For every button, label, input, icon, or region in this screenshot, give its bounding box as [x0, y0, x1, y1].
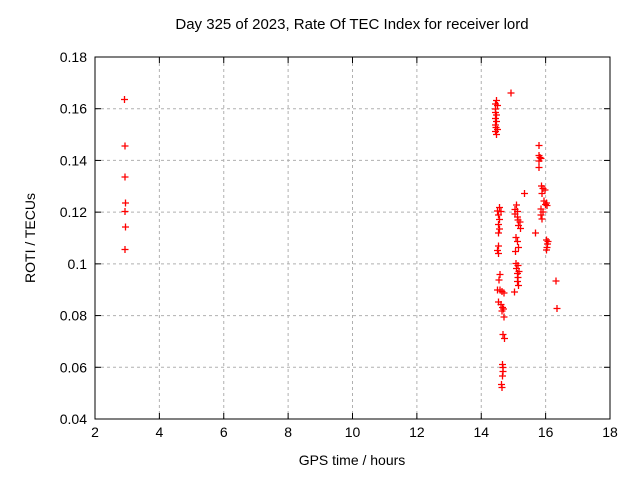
data-point-marker: [495, 221, 502, 228]
data-point-marker: [495, 211, 502, 219]
data-point-marker: [495, 242, 502, 250]
data-point-marker: [497, 301, 505, 308]
x-tick-label: 2: [91, 424, 99, 440]
data-point-marker: [537, 211, 545, 219]
y-tick-label: 0.08: [60, 308, 87, 324]
data-point-marker: [500, 313, 508, 321]
data-point-marker: [517, 225, 524, 232]
y-tick-label: 0.1: [68, 256, 88, 272]
y-tick-label: 0.16: [60, 101, 87, 117]
data-point-marker: [501, 335, 508, 342]
x-tick-label: 14: [473, 424, 489, 440]
data-point-marker: [496, 225, 503, 233]
data-point-marker: [499, 331, 507, 338]
data-point-marker: [513, 201, 520, 209]
data-point-marker: [495, 276, 503, 284]
data-point-marker: [121, 208, 129, 215]
data-point-marker: [532, 229, 539, 237]
data-point-marker: [493, 97, 500, 104]
data-point-marker: [494, 247, 501, 254]
x-tick-label: 10: [345, 424, 361, 440]
y-tick-label: 0.12: [60, 204, 87, 220]
data-point-marker: [492, 115, 499, 122]
data-point-marker: [521, 190, 528, 197]
x-tick-label: 16: [538, 424, 554, 440]
data-point-marker: [511, 288, 518, 296]
data-point-marker: [516, 218, 524, 226]
data-point-marker: [543, 202, 551, 209]
data-point-marker: [535, 157, 543, 165]
x-tick-label: 4: [155, 424, 163, 440]
data-point-marker: [122, 199, 129, 207]
data-point-marker: [538, 215, 546, 223]
data-point-marker: [496, 271, 504, 278]
data-point-marker: [121, 142, 129, 150]
data-point-marker: [496, 216, 503, 223]
data-point-marker: [543, 246, 550, 254]
data-point-marker: [493, 111, 500, 119]
data-point-marker: [541, 186, 549, 194]
x-tick-label: 8: [284, 424, 292, 440]
data-point-marker: [498, 384, 506, 391]
data-point-marker: [514, 238, 521, 245]
data-point-marker: [122, 223, 129, 231]
data-point-marker: [514, 262, 522, 269]
y-tick-label: 0.04: [60, 411, 87, 427]
x-tick-label: 6: [220, 424, 228, 440]
data-point-marker: [514, 278, 521, 285]
x-tick-label: 18: [602, 424, 618, 440]
data-point-marker: [121, 246, 129, 253]
data-point-marker: [498, 307, 506, 315]
data-point-marker: [495, 250, 502, 257]
data-point-marker: [515, 244, 522, 251]
y-tick-label: 0.18: [60, 49, 87, 65]
data-point-marker: [536, 154, 544, 161]
data-point-marker: [121, 173, 129, 181]
chart-title: Day 325 of 2023, Rate Of TEC Index for r…: [175, 16, 529, 33]
data-point-marker: [499, 372, 506, 380]
x-axis-label: GPS time / hours: [298, 452, 406, 468]
y-tick-label: 0.06: [60, 359, 87, 375]
y-tick-label: 0.14: [60, 152, 87, 168]
data-point-marker: [493, 131, 500, 138]
x-tick-label: 12: [409, 424, 425, 440]
data-point-marker: [512, 248, 519, 255]
data-point-marker: [543, 236, 550, 244]
data-point-marker: [538, 190, 546, 197]
data-point-marker: [535, 164, 543, 171]
data-point-marker: [121, 96, 128, 103]
data-point-marker: [553, 305, 561, 312]
data-point-marker: [512, 234, 520, 241]
data-point-marker: [500, 289, 508, 297]
data-point-marker: [542, 201, 549, 208]
data-point-marker: [507, 89, 515, 97]
data-point-marker: [492, 128, 499, 135]
data-point-marker: [493, 118, 500, 125]
data-point-marker: [495, 229, 502, 237]
data-point-marker: [552, 277, 560, 285]
data-point-marker: [535, 142, 543, 149]
data-point-marker: [515, 282, 522, 289]
